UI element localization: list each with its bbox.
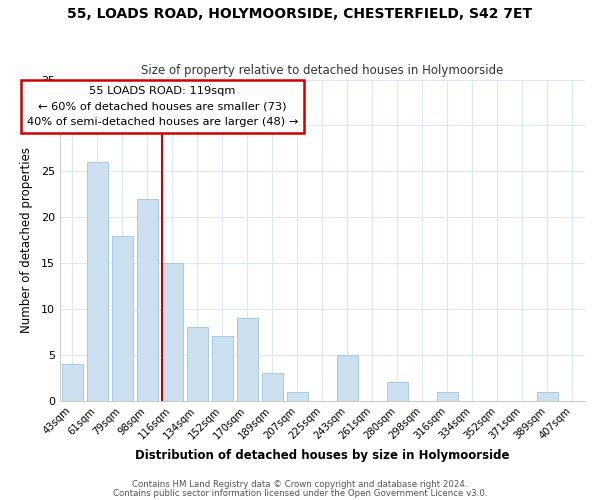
Bar	[537, 392, 558, 400]
Text: Contains public sector information licensed under the Open Government Licence v3: Contains public sector information licen…	[113, 488, 487, 498]
Bar	[437, 392, 458, 400]
Text: 55, LOADS ROAD, HOLYMOORSIDE, CHESTERFIELD, S42 7ET: 55, LOADS ROAD, HOLYMOORSIDE, CHESTERFIE…	[67, 8, 533, 22]
Y-axis label: Number of detached properties: Number of detached properties	[20, 147, 32, 333]
X-axis label: Distribution of detached houses by size in Holymoorside: Distribution of detached houses by size …	[135, 450, 510, 462]
Bar	[287, 392, 308, 400]
Bar	[112, 236, 133, 400]
Title: Size of property relative to detached houses in Holymoorside: Size of property relative to detached ho…	[141, 64, 503, 77]
Text: 55 LOADS ROAD: 119sqm
← 60% of detached houses are smaller (73)
40% of semi-deta: 55 LOADS ROAD: 119sqm ← 60% of detached …	[27, 86, 298, 127]
Bar	[187, 328, 208, 400]
Bar	[262, 373, 283, 400]
Bar	[337, 355, 358, 401]
Bar	[162, 263, 183, 400]
Bar	[62, 364, 83, 401]
Bar	[237, 318, 258, 400]
Bar	[387, 382, 408, 400]
Text: Contains HM Land Registry data © Crown copyright and database right 2024.: Contains HM Land Registry data © Crown c…	[132, 480, 468, 489]
Bar	[87, 162, 108, 400]
Bar	[212, 336, 233, 400]
Bar	[137, 199, 158, 400]
